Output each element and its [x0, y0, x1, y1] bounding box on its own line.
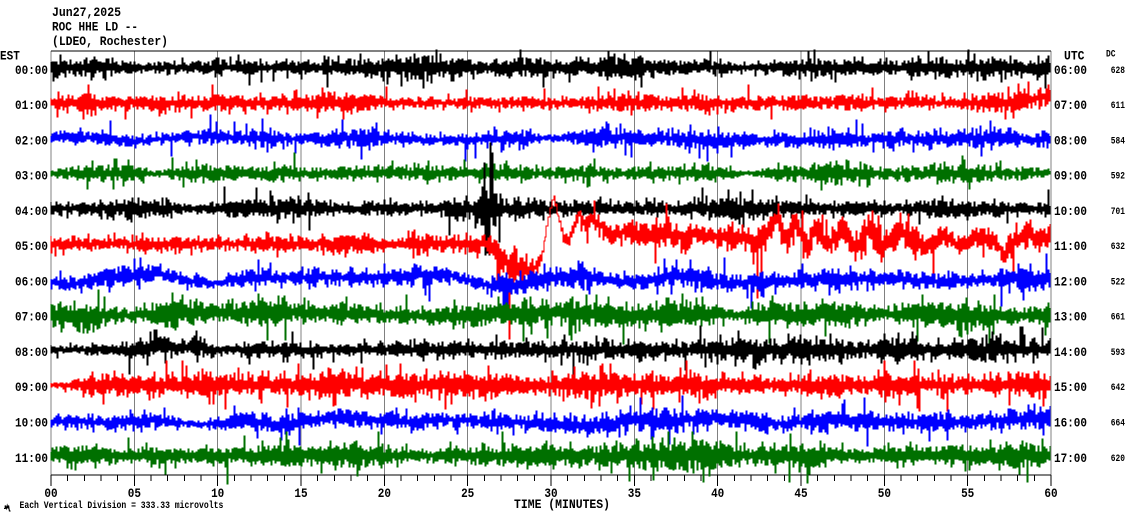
svg-text:10:00: 10:00: [15, 416, 48, 431]
svg-text:00:00: 00:00: [15, 63, 48, 78]
svg-text:35: 35: [628, 486, 641, 501]
svg-text:07:00: 07:00: [1054, 98, 1087, 113]
svg-text:593: 593: [1111, 348, 1125, 359]
svg-text:40: 40: [711, 486, 724, 501]
svg-text:60: 60: [1044, 486, 1057, 501]
svg-text:05: 05: [128, 486, 141, 501]
svg-text:15: 15: [294, 486, 307, 501]
svg-text:14:00: 14:00: [1054, 345, 1087, 360]
svg-text:TIME (MINUTES): TIME (MINUTES): [514, 497, 610, 512]
svg-text:EST: EST: [0, 49, 20, 64]
svg-text:661: 661: [1111, 313, 1125, 324]
svg-text:(LDEO, Rochester): (LDEO, Rochester): [52, 34, 168, 49]
svg-text:55: 55: [961, 486, 974, 501]
svg-text:50: 50: [878, 486, 891, 501]
svg-text:522: 522: [1111, 277, 1125, 288]
svg-text:09:00: 09:00: [15, 380, 48, 395]
svg-text:17:00: 17:00: [1054, 451, 1087, 466]
svg-text:632: 632: [1111, 242, 1125, 253]
svg-text:Each Vertical Division = 333.: Each Vertical Division = 333.33 microvol…: [20, 500, 224, 512]
svg-text:ROC HHE LD --: ROC HHE LD --: [52, 20, 138, 35]
svg-text:UTC: UTC: [1064, 49, 1085, 64]
svg-text:08:00: 08:00: [1054, 133, 1087, 148]
svg-text:Jun27,2025: Jun27,2025: [52, 5, 121, 20]
svg-text:25: 25: [461, 486, 474, 501]
svg-text:04:00: 04:00: [15, 204, 48, 219]
svg-text:701: 701: [1111, 207, 1125, 218]
svg-text:30: 30: [544, 486, 557, 501]
svg-text:15:00: 15:00: [1054, 380, 1087, 395]
svg-text:03:00: 03:00: [15, 169, 48, 184]
svg-text:10: 10: [211, 486, 224, 501]
svg-text:611: 611: [1111, 101, 1125, 112]
svg-text:642: 642: [1111, 383, 1125, 394]
svg-text:584: 584: [1111, 136, 1125, 147]
svg-text:01:00: 01:00: [15, 98, 48, 113]
svg-text:664: 664: [1111, 419, 1125, 430]
svg-text:13:00: 13:00: [1054, 310, 1087, 325]
svg-text:06:00: 06:00: [1054, 63, 1087, 78]
svg-text:08:00: 08:00: [15, 345, 48, 360]
svg-text:628: 628: [1111, 66, 1125, 77]
svg-text:00: 00: [44, 486, 57, 501]
svg-text:11:00: 11:00: [1054, 239, 1087, 254]
svg-text:DC: DC: [1106, 50, 1116, 61]
svg-text:06:00: 06:00: [15, 274, 48, 289]
svg-text:02:00: 02:00: [15, 133, 48, 148]
svg-text:11:00: 11:00: [15, 451, 48, 466]
svg-text:05:00: 05:00: [15, 239, 48, 254]
svg-text:592: 592: [1111, 172, 1125, 183]
svg-text:620: 620: [1111, 454, 1125, 465]
svg-text:09:00: 09:00: [1054, 169, 1087, 184]
svg-text:16:00: 16:00: [1054, 416, 1087, 431]
svg-text:07:00: 07:00: [15, 310, 48, 325]
svg-text:10:00: 10:00: [1054, 204, 1087, 219]
svg-text:45: 45: [794, 486, 807, 501]
svg-text:12:00: 12:00: [1054, 274, 1087, 289]
svg-text:20: 20: [378, 486, 391, 501]
